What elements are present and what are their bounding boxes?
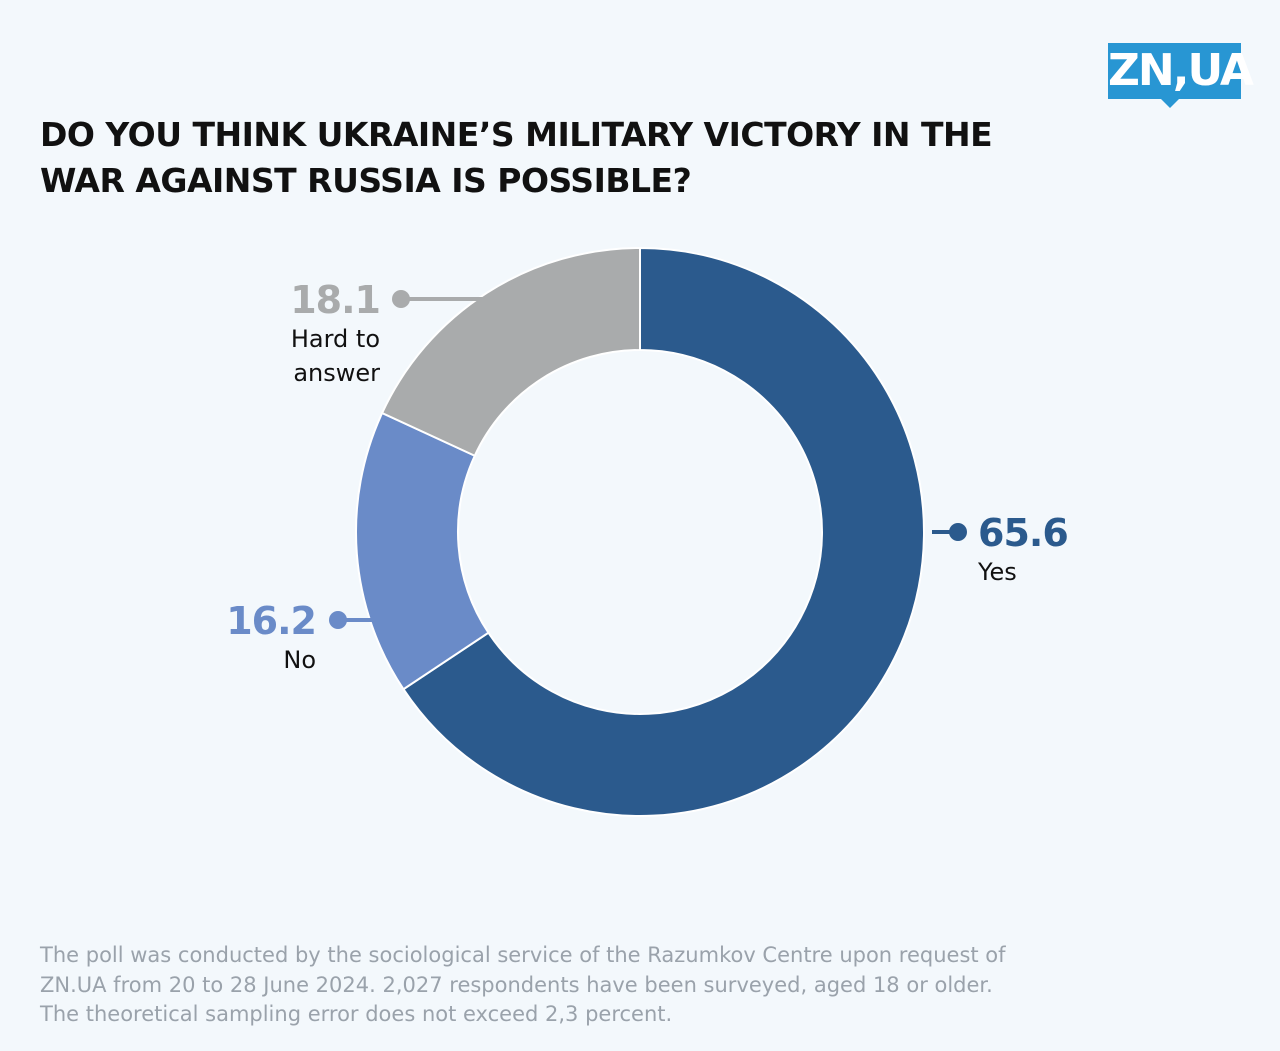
footnote-line-1: The poll was conducted by the sociologic… bbox=[40, 943, 1006, 967]
value-label-yes: 65.6 bbox=[978, 511, 1068, 555]
footnote-line-2: ZN.UA from 20 to 28 June 2024. 2,027 res… bbox=[40, 972, 993, 997]
label-yes: 65.6 Yes bbox=[932, 511, 1069, 586]
footnote: The poll was conducted by the sociologic… bbox=[40, 941, 1140, 1030]
category-label-yes: Yes bbox=[977, 558, 1017, 586]
chart-title: DO YOU THINK UKRAINE’S MILITARY VICTORY … bbox=[40, 112, 1000, 204]
leader-dot-no bbox=[329, 611, 347, 629]
leader-dot-hard-to-answer bbox=[392, 290, 410, 308]
category-label-hard-to-answer-1: Hard to bbox=[291, 325, 380, 353]
label-no: 16.2 No bbox=[226, 599, 372, 674]
brand-logo: ZN,UA bbox=[1108, 43, 1254, 99]
slice-yes bbox=[402, 246, 925, 817]
footnote-line-3: The theoretical sampling error does not … bbox=[40, 1002, 673, 1026]
value-label-no: 16.2 bbox=[226, 599, 316, 643]
title-line-1: DO YOU THINK UKRAINE’S MILITARY VICTORY … bbox=[40, 115, 993, 154]
brand-logo-tail bbox=[1160, 98, 1180, 108]
slice-hard-to-answer bbox=[380, 246, 641, 458]
title-line-2: WAR AGAINST RUSSIA IS POSSIBLE? bbox=[40, 161, 692, 200]
value-label-hard-to-answer: 18.1 bbox=[290, 278, 380, 322]
category-label-no: No bbox=[283, 646, 316, 674]
category-label-hard-to-answer-2: answer bbox=[293, 359, 380, 387]
label-hard-to-answer: 18.1 Hard to answer bbox=[290, 278, 484, 387]
leader-dot-yes bbox=[949, 523, 967, 541]
